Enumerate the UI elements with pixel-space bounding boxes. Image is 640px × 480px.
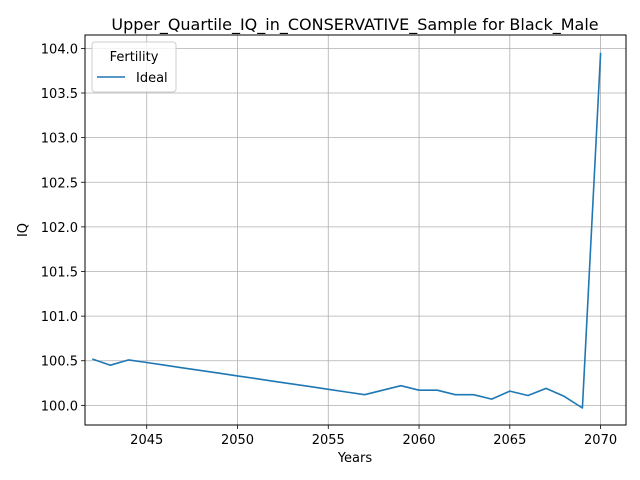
x-tick-label: 2070 (584, 433, 617, 448)
x-axis: 2045 2050 2055 2060 2065 2070 (130, 425, 617, 448)
y-axis: 100.0 100.5 101.0 101.5 102.0 102.5 103.0 103.5… (41, 42, 85, 414)
x-tick-label: 2045 (130, 433, 163, 448)
y-tick-label: 103.5 (41, 87, 78, 102)
x-tick-label: 2055 (312, 433, 345, 448)
y-tick-label: 101.5 (41, 265, 78, 280)
x-axis-label: Years (337, 451, 373, 466)
series-line-ideal (92, 52, 602, 409)
y-tick-label: 100.5 (41, 355, 78, 370)
legend-label-ideal: Ideal (136, 71, 168, 86)
y-axis-label: IQ (16, 223, 31, 237)
y-tick-label: 102.5 (41, 176, 78, 191)
y-tick-label: 100.0 (41, 399, 78, 414)
y-tick-label: 103.0 (41, 132, 78, 147)
x-tick-label: 2065 (493, 433, 526, 448)
legend: Fertility Ideal (91, 41, 177, 93)
x-tick-label: 2060 (402, 433, 435, 448)
y-tick-label: 101.0 (41, 310, 78, 325)
x-tick-label: 2050 (221, 433, 254, 448)
plot-frame (84, 34, 627, 426)
y-tick-label: 102.0 (41, 221, 78, 236)
grid (85, 35, 626, 425)
legend-box (91, 41, 177, 93)
chart-title: Upper_Quartile_IQ_in_CONSERVATIVE_Sample… (111, 15, 598, 35)
y-tick-label: 104.0 (41, 42, 78, 57)
series-layer (92, 52, 602, 409)
legend-title: Fertility (110, 50, 159, 65)
